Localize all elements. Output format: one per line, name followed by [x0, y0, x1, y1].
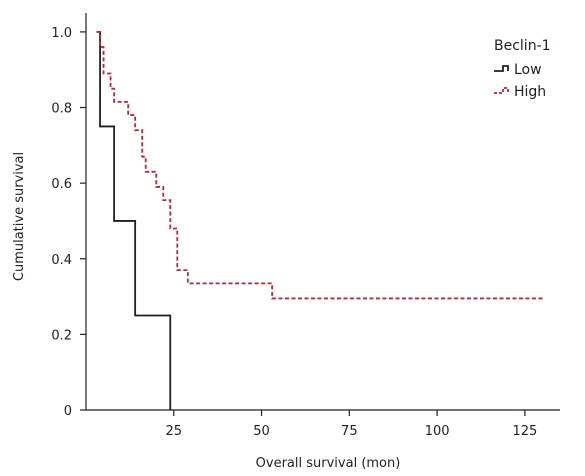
- x-tick-label: 50: [253, 424, 270, 439]
- legend-symbol-low: [494, 65, 509, 72]
- x-tick-label: 125: [512, 424, 537, 439]
- legend-symbol-high: [494, 87, 509, 94]
- axes: 0 0.2 0.4 0.6 0.8 1.0 25 50 75 100 125 Overall surv…: [12, 13, 560, 471]
- y-tick-label: 0.6: [51, 177, 72, 192]
- series-line-low: [96, 31, 172, 410]
- y-axis-title: Cumulative survival: [12, 152, 27, 281]
- series-line-high: [96, 31, 543, 300]
- x-axis-title: Overall survival (mon): [256, 456, 401, 471]
- y-tick-label: 0: [64, 404, 72, 419]
- legend-label-high: High: [514, 84, 546, 100]
- legend: Beclin-1 Low High: [494, 38, 551, 100]
- y-tick-label: 0.8: [51, 102, 72, 117]
- y-tick-label: 0.4: [51, 253, 72, 268]
- x-tick-label: 100: [425, 424, 450, 439]
- legend-label-low: Low: [514, 62, 542, 78]
- x-tick-label: 75: [341, 424, 358, 439]
- y-tick-label: 0.2: [51, 328, 72, 343]
- series-layer: [96, 31, 543, 410]
- x-tick-label: 25: [166, 424, 183, 439]
- legend-title: Beclin-1: [494, 38, 551, 54]
- y-tick-label: 1.0: [51, 26, 72, 41]
